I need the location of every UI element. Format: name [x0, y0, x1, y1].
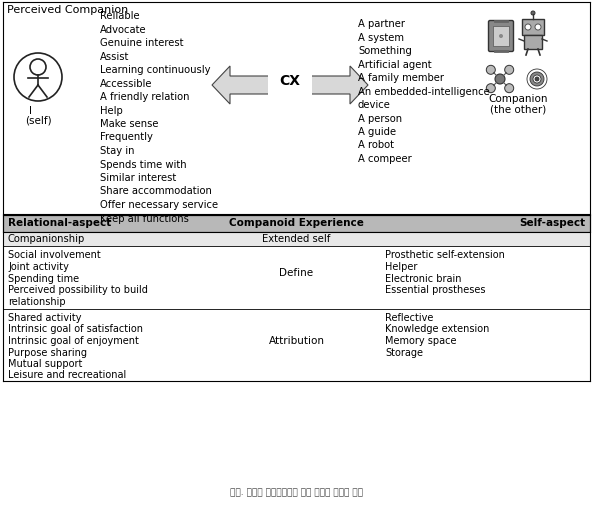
Text: Genuine interest: Genuine interest [100, 38, 183, 48]
Text: I: I [29, 106, 32, 116]
Text: Advocate: Advocate [100, 24, 146, 34]
Text: Self-aspect: Self-aspect [519, 218, 585, 228]
Text: Spends time with: Spends time with [100, 159, 187, 169]
Circle shape [505, 84, 514, 93]
Text: Learning continuously: Learning continuously [100, 65, 211, 75]
Text: Assist: Assist [100, 52, 129, 62]
Circle shape [495, 75, 505, 85]
Text: A guide: A guide [358, 127, 396, 137]
Text: Companoid Experience: Companoid Experience [229, 218, 364, 228]
Text: Keep all functions: Keep all functions [100, 213, 189, 223]
Text: An embedded-intelligence: An embedded-intelligence [358, 86, 490, 96]
Text: CX: CX [279, 74, 301, 88]
Bar [522, 20, 544, 36]
Text: Companionship: Companionship [8, 233, 85, 243]
Text: Intrinsic goal of enjoyment: Intrinsic goal of enjoyment [8, 335, 139, 345]
Text: Memory space: Memory space [385, 335, 457, 345]
Text: Mutual support: Mutual support [8, 358, 82, 368]
Text: Extended self: Extended self [262, 233, 331, 243]
Text: relationship: relationship [8, 296, 66, 307]
Polygon shape [212, 67, 282, 105]
Text: A robot: A robot [358, 140, 394, 150]
Circle shape [531, 12, 535, 16]
Text: Intrinsic goal of satisfaction: Intrinsic goal of satisfaction [8, 324, 143, 334]
Text: Perceived Companion: Perceived Companion [7, 5, 128, 15]
Text: Relational-aspect: Relational-aspect [8, 218, 111, 228]
Text: Perceived possibility to build: Perceived possibility to build [8, 285, 148, 295]
Text: A system: A system [358, 32, 404, 42]
Text: Accessible: Accessible [100, 78, 152, 88]
Text: A partner: A partner [358, 19, 405, 29]
Text: (the other): (the other) [490, 104, 546, 114]
Circle shape [533, 76, 541, 84]
Bar [268, 75, 312, 97]
Text: Attribution: Attribution [269, 335, 324, 345]
Text: Offer necessary service: Offer necessary service [100, 199, 218, 210]
Circle shape [499, 35, 503, 39]
Text: Share accommodation: Share accommodation [100, 186, 212, 196]
Text: Joint activity: Joint activity [8, 261, 69, 271]
Text: Essential prostheses: Essential prostheses [385, 285, 486, 295]
Text: Social involvement: Social involvement [8, 249, 101, 260]
Circle shape [535, 78, 539, 82]
Polygon shape [298, 67, 368, 105]
Circle shape [525, 25, 531, 31]
Text: Stay in: Stay in [100, 146, 135, 156]
Circle shape [505, 66, 514, 75]
Text: Define: Define [279, 268, 314, 278]
Circle shape [535, 25, 541, 31]
Text: Purpose sharing: Purpose sharing [8, 347, 87, 357]
Text: Storage: Storage [385, 347, 423, 357]
Circle shape [530, 73, 544, 87]
Text: device: device [358, 100, 391, 110]
Circle shape [486, 84, 495, 93]
Text: Help: Help [100, 105, 123, 115]
Text: Frequently: Frequently [100, 132, 153, 142]
Bar [3, 216, 590, 232]
Bar [524, 36, 542, 50]
Text: Companion: Companion [488, 94, 548, 104]
FancyBboxPatch shape [489, 21, 514, 53]
Bar [493, 27, 509, 47]
Text: Reliable: Reliable [100, 11, 139, 21]
Text: A person: A person [358, 113, 402, 123]
Text: Something: Something [358, 46, 412, 56]
Bar [3, 232, 590, 246]
Text: Shared activity: Shared activity [8, 313, 81, 322]
Text: A family member: A family member [358, 73, 444, 83]
Text: (self): (self) [25, 115, 52, 125]
Circle shape [527, 70, 547, 90]
Text: Reflective: Reflective [385, 313, 433, 322]
Text: Helper: Helper [385, 261, 417, 271]
Text: A compeer: A compeer [358, 154, 412, 164]
Text: A friendly relation: A friendly relation [100, 92, 190, 102]
Text: Similar interest: Similar interest [100, 173, 176, 183]
Text: Artificial agent: Artificial agent [358, 60, 432, 69]
Text: Spending time: Spending time [8, 273, 79, 283]
Circle shape [486, 66, 495, 75]
Text: 玄림. 에전트 프레임워크의 주요 통합적 사용자 경험: 玄림. 에전트 프레임워크의 주요 통합적 사용자 경험 [230, 487, 363, 496]
Text: Knowledge extension: Knowledge extension [385, 324, 489, 334]
Text: Make sense: Make sense [100, 119, 158, 129]
Text: Electronic brain: Electronic brain [385, 273, 461, 283]
Text: Prosthetic self-extension: Prosthetic self-extension [385, 249, 505, 260]
Text: Leisure and recreational: Leisure and recreational [8, 370, 126, 380]
